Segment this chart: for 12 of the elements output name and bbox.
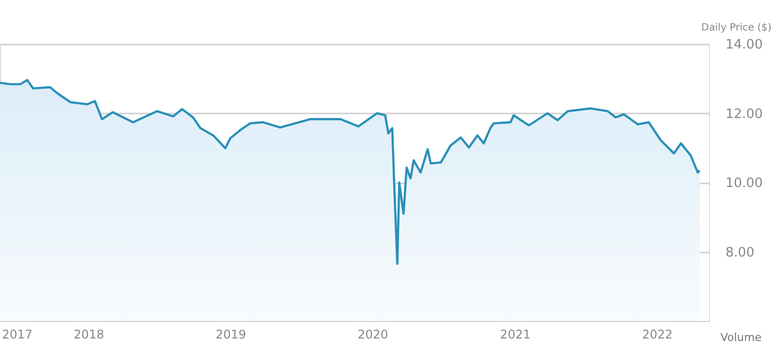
x-tick-label: 2021 [500, 328, 531, 342]
text: Volume [720, 331, 762, 344]
x-tick-label: 2019 [216, 328, 246, 342]
x-tick-label: 2018 [74, 328, 104, 342]
y-tick-label: 8.00 [726, 245, 754, 260]
y-axis-title: Daily Price ($) [701, 22, 772, 34]
y-tick-label: 10.00 [726, 176, 763, 191]
x-tick-label: 2022 [642, 328, 673, 342]
x-tick-label: 2017 [2, 328, 33, 342]
y-tick-label: 12.00 [726, 106, 763, 122]
y-tick-label: 14.00 [726, 38, 763, 52]
x-tick-label: 2020 [358, 328, 388, 342]
